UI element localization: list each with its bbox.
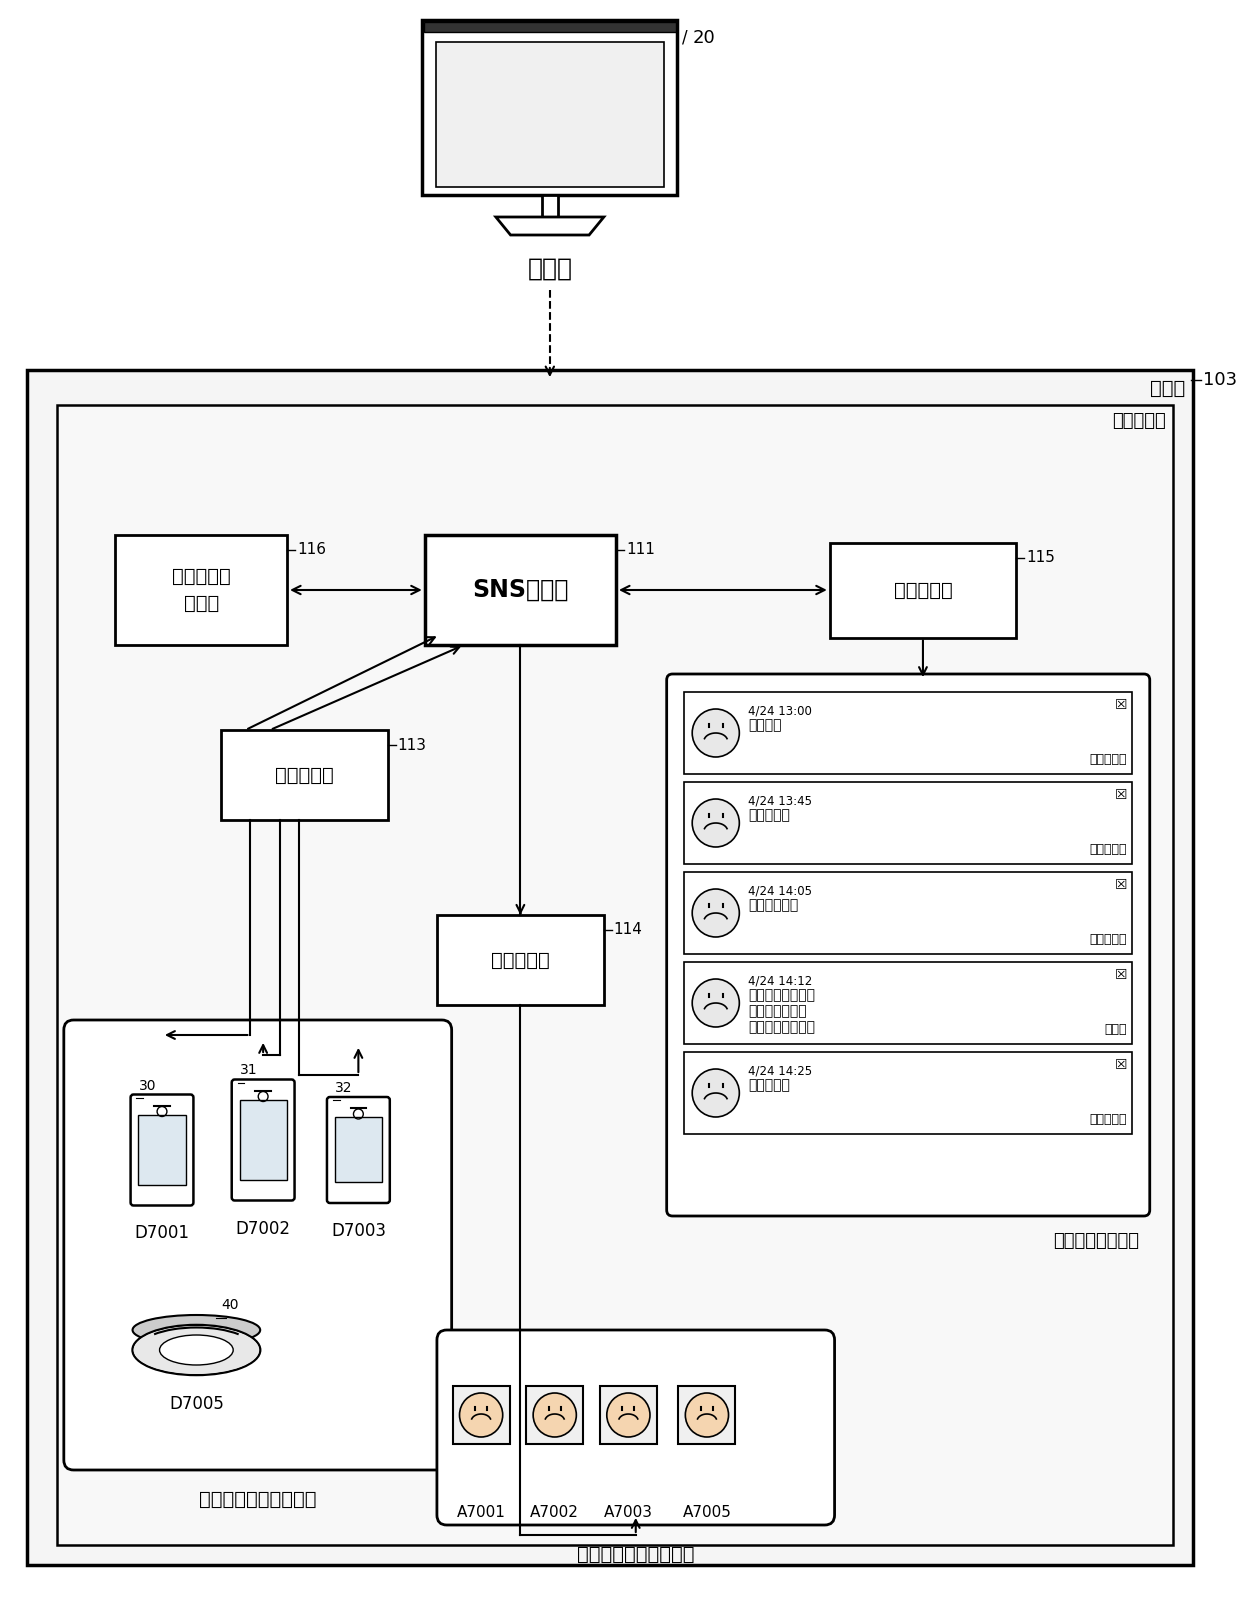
FancyBboxPatch shape: [327, 1097, 389, 1204]
Text: 太郎的电话: 太郎的电话: [1090, 753, 1127, 766]
Polygon shape: [542, 194, 558, 217]
Text: 父亲的电话: 父亲的电话: [1090, 842, 1127, 855]
Text: D7003: D7003: [331, 1221, 386, 1239]
Text: 我也回来晚。: 我也回来晚。: [748, 897, 799, 912]
Ellipse shape: [133, 1315, 260, 1345]
Text: 母亲的电话: 母亲的电话: [1090, 933, 1127, 946]
Text: 4/24 14:05: 4/24 14:05: [748, 885, 812, 897]
Text: A7003: A7003: [604, 1505, 653, 1520]
Text: D7001: D7001: [134, 1225, 190, 1243]
Bar: [424, 535, 616, 645]
Text: 40: 40: [221, 1298, 238, 1312]
Ellipse shape: [134, 1327, 259, 1374]
Circle shape: [692, 799, 739, 847]
Text: 我回来了: 我回来了: [748, 718, 781, 732]
Circle shape: [692, 710, 739, 757]
FancyBboxPatch shape: [667, 674, 1149, 1217]
Text: A7002: A7002: [531, 1505, 579, 1520]
Text: D7005: D7005: [169, 1395, 223, 1413]
Text: 103: 103: [1203, 371, 1236, 389]
Bar: [221, 731, 388, 820]
Ellipse shape: [160, 1335, 233, 1366]
Text: 在终端显示的消息: 在终端显示的消息: [1053, 1231, 1140, 1251]
Text: 114: 114: [614, 922, 642, 938]
Bar: [684, 782, 1132, 863]
Text: 113: 113: [398, 737, 427, 753]
Text: 4/24 13:00: 4/24 13:00: [748, 705, 812, 718]
FancyBboxPatch shape: [130, 1095, 193, 1205]
FancyBboxPatch shape: [436, 1330, 835, 1524]
Bar: [684, 1051, 1132, 1134]
Text: ☒: ☒: [1115, 878, 1127, 893]
Text: 32: 32: [335, 1081, 352, 1095]
Bar: [684, 692, 1132, 774]
Bar: [684, 872, 1132, 954]
Text: 电视机: 电视机: [527, 258, 573, 280]
Circle shape: [533, 1393, 577, 1437]
Bar: [27, 369, 1193, 1565]
Text: A7005: A7005: [682, 1505, 732, 1520]
Text: 今天回来晚: 今天回来晚: [748, 808, 790, 821]
Text: 4/24 14:12: 4/24 14:12: [748, 974, 812, 987]
Text: 计算机程序: 计算机程序: [1112, 411, 1166, 429]
Bar: [424, 23, 676, 32]
Text: 在服务器内管理的终端: 在服务器内管理的终端: [198, 1490, 316, 1508]
Text: 111: 111: [626, 543, 655, 557]
Bar: [436, 915, 604, 1004]
Text: D7002: D7002: [236, 1220, 290, 1238]
Text: 在服务器内管理的头像: 在服务器内管理的头像: [577, 1545, 694, 1563]
Polygon shape: [422, 19, 677, 194]
Text: 116: 116: [298, 543, 326, 557]
Text: /: /: [682, 29, 688, 47]
Bar: [139, 1115, 186, 1184]
Circle shape: [460, 1393, 502, 1437]
Bar: [600, 1387, 657, 1443]
Text: 吸尘器: 吸尘器: [1105, 1022, 1127, 1037]
Text: A7001: A7001: [456, 1505, 506, 1520]
Bar: [335, 1118, 382, 1183]
Ellipse shape: [133, 1325, 260, 1375]
Bar: [239, 1100, 286, 1179]
Bar: [57, 405, 1173, 1545]
Circle shape: [692, 889, 739, 936]
Text: ☒: ☒: [1115, 1058, 1127, 1072]
Circle shape: [692, 1069, 739, 1118]
Text: 房间的温度上升。
中暑警报出现。
打开空调为好哟。: 房间的温度上升。 中暑警报出现。 打开空调为好哟。: [748, 988, 815, 1035]
Polygon shape: [496, 217, 604, 235]
Bar: [115, 535, 288, 645]
FancyBboxPatch shape: [63, 1021, 451, 1469]
Text: 管理者终端
管理部: 管理者终端 管理部: [172, 567, 231, 612]
Text: ☒: ☒: [1115, 698, 1127, 713]
Text: 打开空调。: 打开空调。: [748, 1077, 790, 1092]
Text: ☒: ☒: [1115, 969, 1127, 982]
Text: 31: 31: [239, 1063, 257, 1077]
Bar: [684, 962, 1132, 1043]
Text: 头像管理部: 头像管理部: [491, 951, 549, 969]
Bar: [453, 1387, 510, 1443]
Circle shape: [606, 1393, 650, 1437]
Text: 母亲的电话: 母亲的电话: [1090, 1113, 1127, 1126]
Circle shape: [692, 978, 739, 1027]
Text: 4/24 13:45: 4/24 13:45: [748, 794, 812, 807]
Bar: [830, 543, 1017, 638]
Text: SNS管理部: SNS管理部: [472, 578, 569, 603]
Text: ☒: ☒: [1115, 787, 1127, 802]
Bar: [436, 42, 663, 186]
FancyBboxPatch shape: [232, 1079, 295, 1200]
Bar: [678, 1387, 735, 1443]
Bar: [526, 1387, 583, 1443]
Text: 30: 30: [139, 1079, 156, 1092]
Text: 115: 115: [1025, 551, 1055, 565]
Text: 存储器: 存储器: [1149, 379, 1185, 397]
Text: 4/24 14:25: 4/24 14:25: [748, 1064, 812, 1077]
Text: 20: 20: [692, 29, 715, 47]
Text: 终端管理部: 终端管理部: [275, 766, 334, 784]
Circle shape: [686, 1393, 729, 1437]
Text: 消息管理部: 消息管理部: [894, 580, 952, 599]
